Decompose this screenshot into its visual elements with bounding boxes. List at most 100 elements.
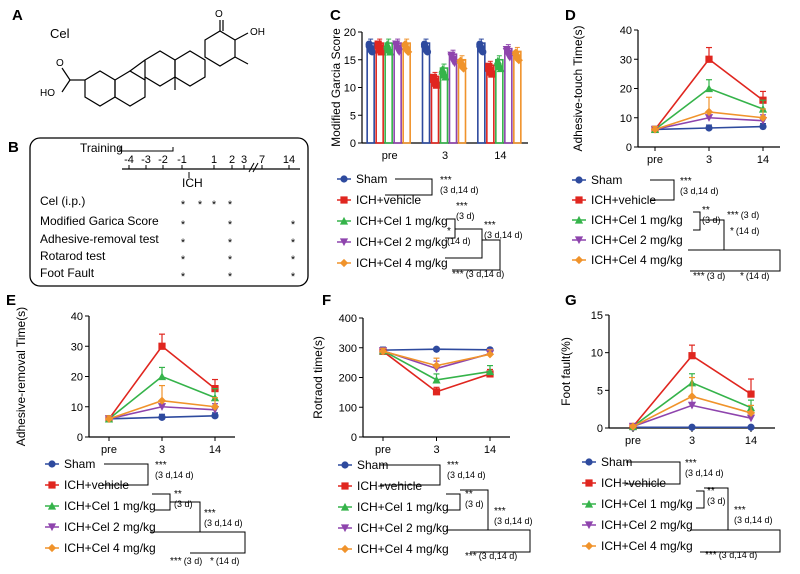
y-axis-label: Foot fault(%) [559, 337, 573, 406]
significance-label: *** (3 d,14 d) [734, 505, 773, 525]
significance-stars: *** [494, 506, 506, 517]
significance-label: *** (3 d,14 d) [685, 458, 724, 478]
marker-square [158, 342, 166, 350]
protocol-mark: * [228, 254, 233, 266]
x-tick-label: pre [625, 435, 641, 447]
bar [477, 42, 486, 144]
axis-break [252, 162, 259, 173]
protocol-mark: * [181, 254, 186, 266]
significance-detail: (3 d,14 d) [734, 515, 773, 525]
protocol-mark: * [228, 199, 233, 211]
marker-circle [340, 175, 348, 183]
legend-label: ICH+Cel 1 mg/kg [64, 499, 156, 513]
marker-circle [211, 412, 219, 420]
protocol-mark: * [228, 271, 233, 283]
bar [375, 42, 384, 144]
marker-square [575, 196, 583, 204]
x-tick-label: 3 [442, 150, 448, 162]
x-tick-label: pre [647, 154, 663, 166]
protocol-mark: * [181, 237, 186, 249]
legend-label: ICH+vehicle [64, 478, 129, 492]
marker-square [485, 64, 493, 72]
protocol-mark: * [198, 199, 203, 211]
marker-diamond [513, 54, 522, 63]
protocol-row-label: Foot Fault [40, 266, 95, 280]
significance-stars: *** [693, 271, 705, 282]
ring-d [174, 50, 206, 87]
significance-stars: * [730, 226, 734, 237]
bar [421, 42, 431, 144]
significance-bracket [696, 490, 705, 509]
chemical-structure [61, 20, 249, 107]
panel-letter: G [565, 292, 577, 309]
y-tick-label: 0 [351, 432, 357, 444]
panel-f: F 0 100 200 300 400 Rotraod time(s) pre 3 14 Sham I… [311, 292, 533, 562]
legend-label: Sham [357, 458, 388, 472]
panel-b-letter: B [8, 139, 19, 156]
significance-label: *** (3 d,14 d) [452, 269, 504, 280]
legend-label: ICH+vehicle [356, 193, 421, 207]
protocol-mark: * [181, 219, 186, 231]
significance-stars: *** [727, 210, 739, 221]
axis-break [248, 162, 255, 173]
marker-circle [432, 345, 441, 353]
y-tick-label: 20 [344, 27, 356, 39]
marker-diamond [746, 408, 756, 418]
y-tick-label: 10 [344, 83, 356, 95]
significance-stars: *** [456, 201, 468, 212]
bar [402, 42, 411, 144]
marker-triangle-down [392, 42, 401, 51]
y-axis-label: Adhesive-removal Time(s) [14, 307, 28, 446]
marker-square [340, 196, 348, 204]
marker-circle [158, 413, 166, 421]
marker-diamond [210, 402, 220, 411]
marker-circle [367, 46, 375, 54]
significance-stars: *** [734, 505, 746, 516]
marker-diamond [104, 414, 114, 423]
panel-d: D 0 10 20 30 40 Adhesive-touch Time(s) pre 3 14 Sh… [565, 7, 781, 282]
significance-detail: (3 d,14 d) [685, 468, 724, 478]
significance-label: * (14 d) [447, 226, 471, 246]
marker-diamond [650, 125, 660, 134]
significance-label: ** (3 d) [174, 489, 193, 509]
protocol-mark: * [228, 237, 233, 249]
marker-triangle-up [432, 375, 441, 384]
significance-bracket [700, 529, 781, 553]
protocol-mark: * [181, 199, 186, 211]
marker-diamond [339, 258, 349, 268]
y-tick-label: 30 [620, 54, 632, 66]
x-tick-label: 3 [433, 444, 439, 456]
legend-label: ICH+Cel 4 mg/kg [591, 253, 683, 267]
marker-diamond [687, 392, 697, 401]
panel-letter: D [565, 7, 576, 24]
significance-detail: (3 d,14 d) [484, 230, 523, 240]
y-tick-label: 20 [620, 84, 632, 96]
marker-triangle-up [157, 372, 167, 381]
significance-label: *** (3 d,14 d) [705, 550, 757, 561]
significance-bracket [150, 501, 201, 533]
marker-diamond [340, 544, 350, 554]
y-tick-label: 200 [339, 373, 357, 385]
significance-bracket [626, 461, 681, 485]
significance-detail: (3 d) [465, 499, 484, 509]
legend-label: ICH+Cel 2 mg/kg [356, 235, 448, 249]
significance-label: *** (3 d,14 d) [484, 220, 523, 240]
significance-stars: ** [707, 486, 715, 497]
legend-label: ICH+Cel 4 mg/kg [64, 541, 156, 555]
timeline-tick-label: 2 [229, 154, 235, 166]
significance-bracket [650, 179, 675, 201]
significance-label: *** (3 d) [456, 201, 475, 221]
atom-label: OH [250, 27, 265, 38]
panel-a: A Cel O OH HO O [12, 7, 265, 107]
timeline-tick-label: 3 [241, 154, 247, 166]
y-tick-label: 20 [71, 372, 83, 384]
x-tick-label: 14 [484, 444, 496, 456]
significance-bracket [446, 489, 489, 531]
panel-letter: E [6, 292, 16, 309]
significance-detail: (3 d) [184, 556, 203, 566]
bar [448, 53, 458, 144]
y-tick-label: 0 [350, 138, 356, 150]
marker-circle [759, 122, 767, 131]
x-tick-label: 14 [745, 435, 757, 447]
